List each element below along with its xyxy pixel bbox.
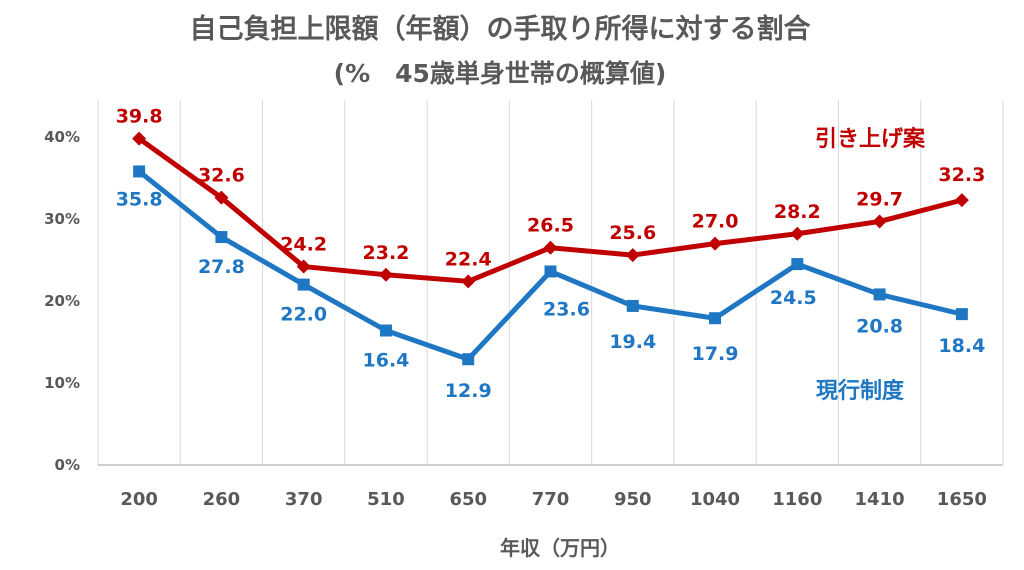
data-point-marker [378,267,393,282]
data-point-marker [214,190,229,205]
x-tick-label: 1040 [690,489,740,510]
x-tick-label: 200 [120,489,158,510]
x-axis-label: 年収（万円） [500,536,620,560]
data-point-marker [873,288,886,301]
x-tick-label: 650 [449,489,487,510]
data-label: 17.9 [692,343,739,365]
chart-subtitle: (% 45歳単身世帯の概算値) [334,59,667,88]
data-point-marker [296,259,311,274]
data-label: 26.5 [527,215,574,237]
data-point-marker [461,274,476,289]
data-point-marker [544,265,557,278]
data-label: 19.4 [609,331,656,353]
data-point-marker [955,308,968,321]
data-label: 18.4 [938,335,985,357]
data-label: 32.3 [938,164,985,186]
series-name-label: 引き上げ案 [815,126,926,152]
x-tick-label: 510 [367,489,405,510]
axes: 0% 10% 20% 30% 40% 200 260 370 510 650 770 950 1040 1… [44,128,1003,510]
x-tick-label: 1410 [855,489,905,510]
data-point-marker [790,226,805,241]
data-point-marker [379,324,392,337]
data-point-marker [132,131,147,146]
data-labels: 39.8 32.6 24.2 23.2 22.4 26.5 25.6 27.0 28.2 29.7… [116,106,986,404]
data-label: 20.8 [856,315,903,337]
data-point-marker [791,258,804,271]
data-label: 25.6 [609,222,656,244]
data-point-marker [297,278,310,291]
data-label: 32.6 [198,165,245,187]
data-point-marker [872,214,887,229]
data-label: 29.7 [856,188,903,210]
data-label: 24.5 [770,287,817,309]
series-group [132,131,969,366]
data-point-marker [215,231,228,244]
data-point-marker [543,240,558,255]
x-tick-label: 1650 [937,489,987,510]
data-label: 27.0 [692,211,739,233]
y-tick-label: 0% [55,456,80,474]
y-tick-label: 10% [44,374,80,392]
x-tick-label: 770 [532,489,570,510]
y-tick-label: 40% [44,128,80,146]
gridlines [97,100,1004,465]
data-point-marker [954,193,969,208]
chart-title: 自己負担上限額（年額）の手取り所得に対する割合 [190,13,811,45]
data-point-marker [708,236,723,251]
data-point-marker [133,165,146,178]
data-point-marker [626,299,639,312]
series-name-label: 現行制度 [816,378,905,404]
data-point-marker [709,312,722,325]
x-tick-label: 1160 [772,489,822,510]
data-label: 23.6 [543,298,590,320]
x-tick-label: 370 [285,489,323,510]
data-label: 16.4 [363,350,410,372]
data-label: 24.2 [280,234,327,256]
y-tick-label: 30% [44,210,80,228]
x-tick-label: 260 [203,489,241,510]
data-label: 28.2 [774,201,821,223]
data-label: 23.2 [363,242,410,264]
x-tick-label: 950 [614,489,652,510]
data-label: 22.4 [445,248,492,270]
data-point-marker [462,353,475,366]
data-label: 12.9 [445,380,492,402]
data-point-marker [625,248,640,263]
data-label: 39.8 [116,106,163,128]
y-tick-label: 20% [44,292,80,310]
data-label: 35.8 [116,188,163,210]
data-label: 22.0 [280,304,327,326]
data-label: 27.8 [198,256,245,278]
